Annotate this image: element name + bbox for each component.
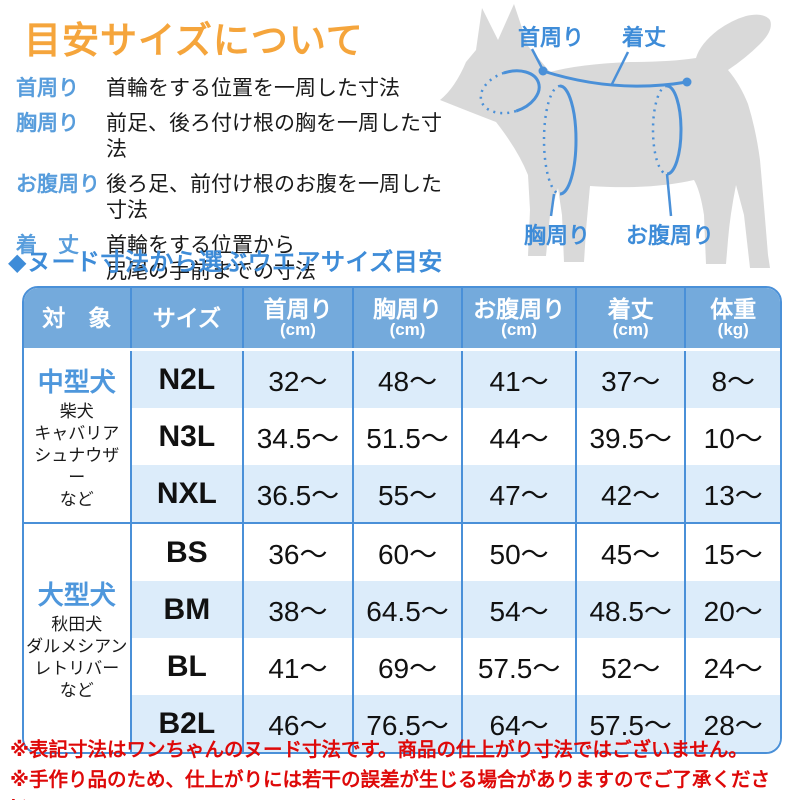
- diagram-label-length: 着丈: [622, 25, 667, 50]
- definition-belly: お腹周り 後ろ足、前付け根のお腹を一周した寸法: [16, 172, 446, 224]
- table-heading: ◆ヌード寸法から選ぶウエアサイズ目安: [8, 249, 443, 276]
- neck-cell: 41〜: [242, 638, 353, 695]
- definition-neck: 首周り 首輪をする位置を一周した寸法: [16, 76, 446, 102]
- chest-cell: 48〜: [351, 349, 463, 408]
- length-cell: 39.5〜: [574, 408, 686, 465]
- dog-silhouette-icon: [440, 4, 771, 268]
- size-cell: BS: [129, 522, 244, 581]
- col-header-chest: 胸周り (cm): [351, 288, 463, 351]
- definition-term: 胸周り: [16, 112, 79, 135]
- col-header-belly: お腹周り (cm): [461, 288, 576, 351]
- footnote: ※表記寸法はワンちゃんのヌード寸法です。商品の仕上がり寸法ではございません。: [10, 739, 748, 761]
- belly-cell: 41〜: [461, 349, 576, 408]
- group-name: 中型犬: [37, 367, 116, 397]
- group-breeds: 柴犬 キャバリア シュナウザー など: [34, 402, 120, 509]
- weight-cell: 20〜: [684, 581, 780, 638]
- size-cell: BL: [129, 638, 244, 695]
- definition-desc: 首輪をする位置から 尻尾の手前までの寸法: [106, 234, 316, 283]
- table-row: N3L 34.5〜 51.5〜 44〜 39.5〜 10〜: [24, 408, 780, 465]
- table-row: BM 38〜 64.5〜 54〜 48.5〜 20〜: [24, 581, 780, 638]
- table-row: B2L 46〜 76.5〜 64〜 57.5〜 28〜: [24, 695, 780, 752]
- length-cell: 52〜: [574, 638, 686, 695]
- subject-cell-medium-dogs: 中型犬 柴犬 キャバリア シュナウザー など: [24, 349, 131, 523]
- table-row: 中型犬 柴犬 キャバリア シュナウザー など N2L 32〜 48〜 41〜 3…: [24, 349, 780, 523]
- page-title: 目安サイズについて: [24, 20, 364, 61]
- belly-cell: 44〜: [461, 408, 576, 465]
- neck-cell: 34.5〜: [242, 408, 353, 465]
- definition-chest: 胸周り 前足、後ろ付け根の胸を一周した寸法: [16, 111, 446, 163]
- measurement-definitions: 首周り 首輪をする位置を一周した寸法 胸周り 前足、後ろ付け根の胸を一周した寸法…: [16, 76, 446, 294]
- definition-desc: 首輪をする位置を一周した寸法: [106, 77, 400, 100]
- chest-cell: 60〜: [351, 522, 463, 581]
- table-row: NXL 36.5〜 55〜 47〜 42〜 13〜: [24, 465, 780, 523]
- chest-cell: 64.5〜: [351, 581, 463, 638]
- belly-cell: 57.5〜: [461, 638, 576, 695]
- neck-cell: 38〜: [242, 581, 353, 638]
- definition-desc: 前足、後ろ付け根の胸を一周した寸法: [106, 112, 442, 161]
- length-cell: 48.5〜: [574, 581, 686, 638]
- neck-cell: 36〜: [242, 522, 353, 581]
- diagram-label-chest: 胸周り: [524, 223, 591, 248]
- definition-term: 首周り: [16, 77, 79, 100]
- table-row: BL 41〜 69〜 57.5〜 52〜 24〜: [24, 638, 780, 695]
- size-cell: NXL: [129, 465, 244, 523]
- diagram-label-belly: お腹周り: [626, 223, 715, 248]
- chest-cell: 69〜: [351, 638, 463, 695]
- definition-term: お腹周り: [16, 173, 100, 196]
- table-header-row: 対 象 サイズ 首周り (cm) 胸周り (cm) お腹周り (cm) 着丈 (cm) …: [24, 288, 780, 351]
- weight-cell: 8〜: [684, 349, 780, 408]
- length-cell: 57.5〜: [574, 695, 686, 752]
- subject-cell-large-dogs: 大型犬 秋田犬 ダルメシアン レトリバー など: [24, 522, 131, 752]
- weight-cell: 24〜: [684, 638, 780, 695]
- dog-measurement-diagram: [430, 0, 800, 278]
- size-cell: BM: [129, 581, 244, 638]
- col-header-neck: 首周り (cm): [242, 288, 353, 351]
- neck-cell: 46〜: [242, 695, 353, 752]
- col-header-size: サイズ: [129, 288, 244, 351]
- weight-cell: 13〜: [684, 465, 780, 523]
- size-cell: N3L: [129, 408, 244, 465]
- size-table: 対 象 サイズ 首周り (cm) 胸周り (cm) お腹周り (cm) 着丈 (cm) …: [22, 286, 782, 754]
- col-header-weight: 体重 (kg): [684, 288, 780, 351]
- col-header-length: 着丈 (cm): [574, 288, 686, 351]
- belly-cell: 50〜: [461, 522, 576, 581]
- diagram-label-neck: 首周り: [518, 25, 585, 50]
- chest-cell: 76.5〜: [351, 695, 463, 752]
- weight-cell: 28〜: [684, 695, 780, 752]
- weight-cell: 10〜: [684, 408, 780, 465]
- col-header-subject: 対 象: [24, 288, 131, 351]
- chest-cell: 51.5〜: [351, 408, 463, 465]
- neck-cell: 36.5〜: [242, 465, 353, 523]
- weight-cell: 15〜: [684, 522, 780, 581]
- size-cell: N2L: [129, 349, 244, 408]
- group-name: 大型犬: [37, 579, 116, 610]
- table-row: 大型犬 秋田犬 ダルメシアン レトリバー など BS 36〜 60〜 50〜 4…: [24, 522, 780, 752]
- belly-cell: 64〜: [461, 695, 576, 752]
- chest-cell: 55〜: [351, 465, 463, 523]
- length-cell: 42〜: [574, 465, 686, 523]
- size-cell: B2L: [129, 695, 244, 752]
- neck-cell: 32〜: [242, 349, 353, 408]
- definition-length: 着 丈 首輪をする位置から 尻尾の手前までの寸法: [16, 233, 446, 285]
- group-breeds: 秋田犬 ダルメシアン レトリバー など: [26, 614, 128, 700]
- definition-desc: 後ろ足、前付け根のお腹を一周した寸法: [106, 173, 442, 222]
- belly-cell: 47〜: [461, 465, 576, 523]
- footnotes: ※表記寸法はワンちゃんのヌード寸法です。商品の仕上がり寸法ではございません。 ※…: [10, 737, 798, 800]
- belly-cell: 54〜: [461, 581, 576, 638]
- length-cell: 45〜: [574, 522, 686, 581]
- definition-term: 着 丈: [16, 234, 79, 257]
- footnote: ※手作り品のため、仕上がりには若干の誤差が生じる場合がありますのでご了承ください…: [10, 769, 770, 800]
- length-cell: 37〜: [574, 349, 686, 408]
